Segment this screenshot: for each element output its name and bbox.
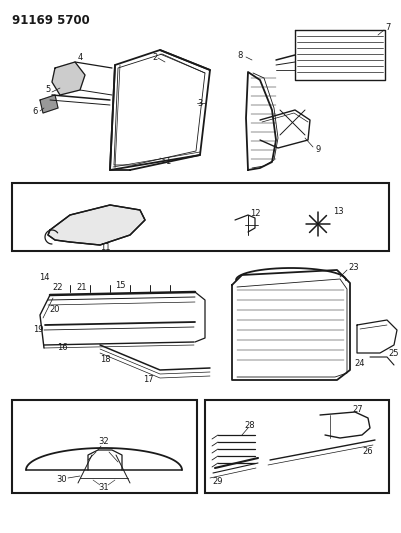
Text: 32: 32 bbox=[99, 438, 109, 447]
Text: 20: 20 bbox=[50, 305, 60, 314]
Text: 30: 30 bbox=[57, 475, 67, 484]
Text: 13: 13 bbox=[333, 207, 343, 216]
Text: 19: 19 bbox=[33, 326, 43, 335]
Text: 24: 24 bbox=[355, 359, 365, 367]
Text: 4: 4 bbox=[77, 53, 83, 62]
Text: 9: 9 bbox=[315, 146, 321, 155]
Text: 23: 23 bbox=[349, 262, 359, 271]
Text: 91169 5700: 91169 5700 bbox=[12, 14, 90, 27]
Text: 16: 16 bbox=[57, 343, 67, 352]
Text: 1: 1 bbox=[165, 157, 170, 166]
Text: 18: 18 bbox=[100, 356, 110, 365]
Bar bbox=[12, 400, 197, 493]
Text: 26: 26 bbox=[363, 448, 373, 456]
Text: 15: 15 bbox=[115, 281, 125, 290]
Text: 17: 17 bbox=[143, 376, 153, 384]
Polygon shape bbox=[48, 205, 145, 245]
Text: 6: 6 bbox=[32, 108, 38, 117]
Text: 28: 28 bbox=[245, 421, 255, 430]
Text: 7: 7 bbox=[385, 23, 391, 33]
Text: 22: 22 bbox=[53, 284, 63, 293]
Text: 14: 14 bbox=[39, 273, 49, 282]
Text: 11: 11 bbox=[100, 244, 110, 253]
Text: 12: 12 bbox=[250, 208, 260, 217]
Text: 3: 3 bbox=[197, 99, 203, 108]
Text: 25: 25 bbox=[389, 349, 399, 358]
Polygon shape bbox=[40, 95, 58, 113]
Text: 2: 2 bbox=[152, 52, 158, 61]
Text: 29: 29 bbox=[213, 478, 223, 487]
Text: 27: 27 bbox=[353, 406, 363, 415]
Polygon shape bbox=[52, 62, 85, 95]
Bar bbox=[205, 400, 389, 493]
Bar bbox=[12, 183, 389, 251]
Text: 21: 21 bbox=[77, 284, 87, 293]
Text: 31: 31 bbox=[99, 483, 109, 492]
Text: 5: 5 bbox=[45, 85, 51, 94]
Text: 8: 8 bbox=[237, 51, 243, 60]
